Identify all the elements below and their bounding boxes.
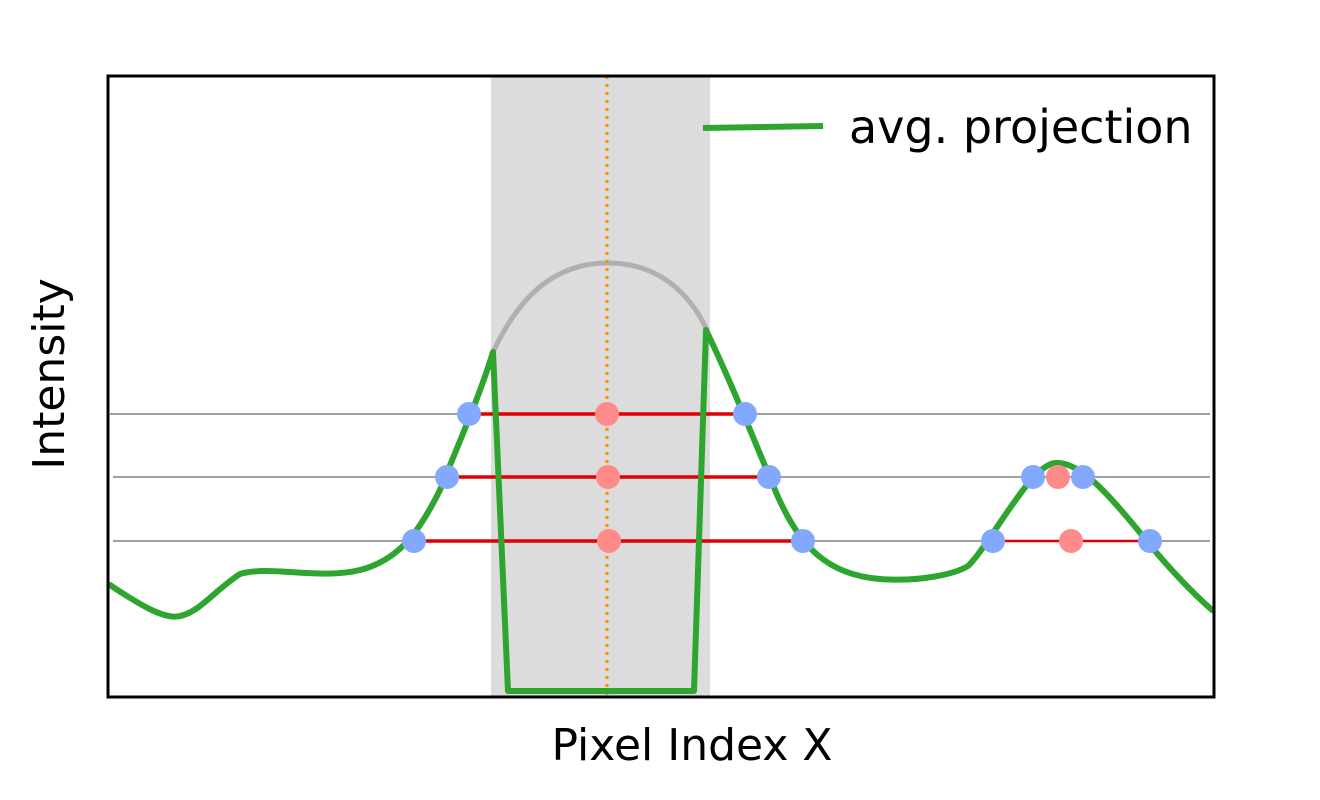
crossing-point	[402, 529, 426, 553]
plot-frame	[106, 74, 1216, 699]
crossing-point	[757, 465, 781, 489]
crossing-point	[791, 529, 815, 553]
crossing-point	[733, 402, 757, 426]
y-axis-label: Intensity	[24, 278, 75, 470]
crossing-point	[981, 529, 1005, 553]
masked-region-band	[491, 76, 710, 697]
midpoint	[596, 465, 620, 489]
crossing-point	[1021, 465, 1045, 489]
masked-curve-segment	[490, 260, 709, 355]
midpoint	[597, 529, 621, 553]
legend-label: avg. projection	[849, 100, 1193, 154]
crossing-point	[435, 465, 459, 489]
x-axis-label: Pixel Index X	[551, 720, 832, 771]
midpoint	[595, 402, 619, 426]
crossing-point	[1138, 529, 1162, 553]
legend-swatch	[702, 123, 824, 131]
midpoint	[1046, 465, 1070, 489]
crossing-point	[1071, 465, 1095, 489]
midpoint	[1059, 529, 1083, 553]
crossing-point	[457, 402, 481, 426]
